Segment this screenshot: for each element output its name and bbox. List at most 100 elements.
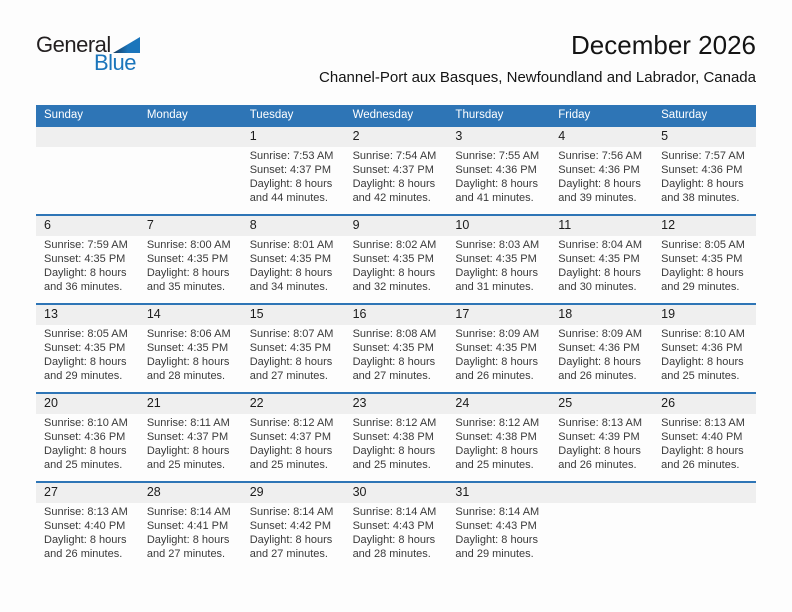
sunset-text: Sunset: 4:41 PM <box>146 520 229 532</box>
sunset-text: Sunset: 4:36 PM <box>558 164 640 176</box>
sunrise-text: Sunrise: 8:04 AM <box>558 239 643 251</box>
daylight-text: Daylight: 8 hours and 26 minutes. <box>558 445 641 471</box>
week-content-row: Sunrise: 8:10 AM Sunset: 4:36 PM Daylight:… <box>36 414 756 481</box>
day-number: 2 <box>352 129 360 143</box>
daylight-text: Daylight: 8 hours and 41 minutes. <box>455 178 538 204</box>
sunset-text: Sunset: 4:42 PM <box>249 520 332 532</box>
day-cell: Sunrise: 8:14 AM Sunset: 4:41 PM Daylight:… <box>139 503 242 570</box>
day-number-band: 6 7 8 9 10 11 12 <box>36 216 756 236</box>
daylight-text: Daylight: 8 hours and 25 minutes. <box>249 445 333 471</box>
day-number: 15 <box>249 307 264 321</box>
day-cell: Sunrise: 8:14 AM Sunset: 4:43 PM Daylight:… <box>447 503 550 570</box>
sunset-text: Sunset: 4:36 PM <box>44 431 126 443</box>
sunset-text: Sunset: 4:37 PM <box>146 431 229 443</box>
week-row: 27 28 29 30 31 Sunrise: 8:13 AM Sunset: 4:40 P… <box>36 481 756 570</box>
day-number: 24 <box>455 396 470 410</box>
week-row: 1 2 3 4 5 Sunrise: 7:53 AM Sunset: 4:37 PM Dayl… <box>36 127 756 214</box>
logo-line-general: General <box>36 34 140 56</box>
day-cell: Sunrise: 7:53 AM Sunset: 4:37 PM Daylight:… <box>242 147 345 214</box>
day-cell: Sunrise: 8:03 AM Sunset: 4:35 PM Daylight:… <box>447 236 550 303</box>
sunset-text: Sunset: 4:37 PM <box>249 164 332 176</box>
sunrise-text: Sunrise: 8:11 AM <box>146 417 230 429</box>
sunrise-text: Sunrise: 8:12 AM <box>249 417 334 429</box>
day-cell: Sunrise: 7:59 AM Sunset: 4:35 PM Daylight:… <box>36 236 139 303</box>
day-number: 11 <box>558 218 572 232</box>
sunrise-text: Sunrise: 8:14 AM <box>352 506 437 518</box>
sunrise-text: Sunrise: 8:12 AM <box>352 417 437 429</box>
sunset-text: Sunset: 4:35 PM <box>661 253 743 265</box>
daylight-text: Daylight: 8 hours and 27 minutes. <box>249 534 333 560</box>
daylight-text: Daylight: 8 hours and 28 minutes. <box>146 356 230 382</box>
general-blue-logo: General Blue <box>36 34 140 74</box>
day-number: 19 <box>661 307 676 321</box>
daylight-text: Daylight: 8 hours and 34 minutes. <box>249 267 333 293</box>
day-cell: Sunrise: 8:13 AM Sunset: 4:39 PM Daylight:… <box>550 414 653 481</box>
daylight-text: Daylight: 8 hours and 26 minutes. <box>455 356 538 382</box>
sunset-text: Sunset: 4:38 PM <box>455 431 537 443</box>
daylight-text: Daylight: 8 hours and 39 minutes. <box>558 178 641 204</box>
day-number: 30 <box>352 485 367 499</box>
daylight-text: Daylight: 8 hours and 35 minutes. <box>146 267 230 293</box>
daylight-text: Daylight: 8 hours and 25 minutes. <box>44 445 127 471</box>
day-number: 27 <box>44 485 58 499</box>
sunrise-text: Sunrise: 7:59 AM <box>44 239 128 251</box>
day-number: 23 <box>352 396 367 410</box>
day-cell <box>139 147 242 214</box>
day-cell: Sunrise: 7:57 AM Sunset: 4:36 PM Daylight:… <box>653 147 756 214</box>
day-cell: Sunrise: 8:12 AM Sunset: 4:38 PM Daylight:… <box>447 414 550 481</box>
daylight-text: Daylight: 8 hours and 44 minutes. <box>249 178 333 204</box>
sunset-text: Sunset: 4:35 PM <box>249 253 332 265</box>
day-number: 26 <box>661 396 676 410</box>
day-number-band: 1 2 3 4 5 <box>36 127 756 147</box>
sunset-text: Sunset: 4:35 PM <box>352 342 434 354</box>
day-cell: Sunrise: 8:13 AM Sunset: 4:40 PM Daylight:… <box>653 414 756 481</box>
day-cell: Sunrise: 8:09 AM Sunset: 4:35 PM Daylight:… <box>447 325 550 392</box>
sunset-text: Sunset: 4:37 PM <box>352 164 434 176</box>
day-cell: Sunrise: 8:09 AM Sunset: 4:36 PM Daylight:… <box>550 325 653 392</box>
logo-text-general: General <box>36 32 111 57</box>
day-cell: Sunrise: 8:12 AM Sunset: 4:38 PM Daylight:… <box>345 414 448 481</box>
day-number: 9 <box>352 218 360 232</box>
day-cell: Sunrise: 8:02 AM Sunset: 4:35 PM Daylight:… <box>345 236 448 303</box>
sunrise-text: Sunrise: 8:08 AM <box>352 328 437 340</box>
day-cell <box>550 503 653 570</box>
day-cell: Sunrise: 8:10 AM Sunset: 4:36 PM Daylight:… <box>36 414 139 481</box>
day-cell: Sunrise: 7:54 AM Sunset: 4:37 PM Daylight:… <box>345 147 448 214</box>
daylight-text: Daylight: 8 hours and 28 minutes. <box>352 534 436 560</box>
sunset-text: Sunset: 4:37 PM <box>249 431 332 443</box>
sunrise-text: Sunrise: 7:57 AM <box>661 150 745 162</box>
logo-line-blue: Blue <box>94 52 140 74</box>
day-cell: Sunrise: 8:11 AM Sunset: 4:37 PM Daylight:… <box>139 414 242 481</box>
day-number: 5 <box>661 129 669 143</box>
week-row: 13 14 15 16 17 18 19 Sunrise: 8:05 AM Sunset: 4:… <box>36 303 756 392</box>
day-number: 21 <box>146 396 161 410</box>
logo-triangle-icon <box>112 37 140 53</box>
sunrise-text: Sunrise: 8:02 AM <box>352 239 437 251</box>
day-number <box>139 127 242 147</box>
day-number: 13 <box>44 307 58 321</box>
sunrise-text: Sunrise: 8:13 AM <box>661 417 745 429</box>
sunrise-text: Sunrise: 8:03 AM <box>455 239 540 251</box>
day-number: 10 <box>455 218 470 232</box>
sunset-text: Sunset: 4:36 PM <box>661 342 743 354</box>
day-number: 8 <box>249 218 257 232</box>
sunset-text: Sunset: 4:36 PM <box>661 164 743 176</box>
day-number <box>550 483 653 503</box>
logo-text-blue: Blue <box>94 50 137 75</box>
day-cell: Sunrise: 8:14 AM Sunset: 4:43 PM Daylight:… <box>345 503 448 570</box>
day-number: 7 <box>146 218 154 232</box>
sunrise-text: Sunrise: 8:09 AM <box>455 328 540 340</box>
day-number-band: 13 14 15 16 17 18 19 <box>36 305 756 325</box>
week-content-row: Sunrise: 8:13 AM Sunset: 4:40 PM Daylight:… <box>36 503 756 570</box>
day-number: 20 <box>44 396 58 410</box>
sunrise-text: Sunrise: 8:05 AM <box>44 328 128 340</box>
page-subtitle: Channel-Port aux Basques, Newfoundland a… <box>319 69 756 86</box>
day-number: 22 <box>249 396 264 410</box>
day-cell <box>653 503 756 570</box>
daylight-text: Daylight: 8 hours and 27 minutes. <box>249 356 333 382</box>
sunrise-text: Sunrise: 8:00 AM <box>146 239 231 251</box>
week-row: 20 21 22 23 24 25 26 Sunrise: 8:10 AM Sunset: 4:… <box>36 392 756 481</box>
day-header-cell: Monday <box>146 109 188 121</box>
sunset-text: Sunset: 4:35 PM <box>558 253 640 265</box>
day-number: 6 <box>44 218 51 232</box>
